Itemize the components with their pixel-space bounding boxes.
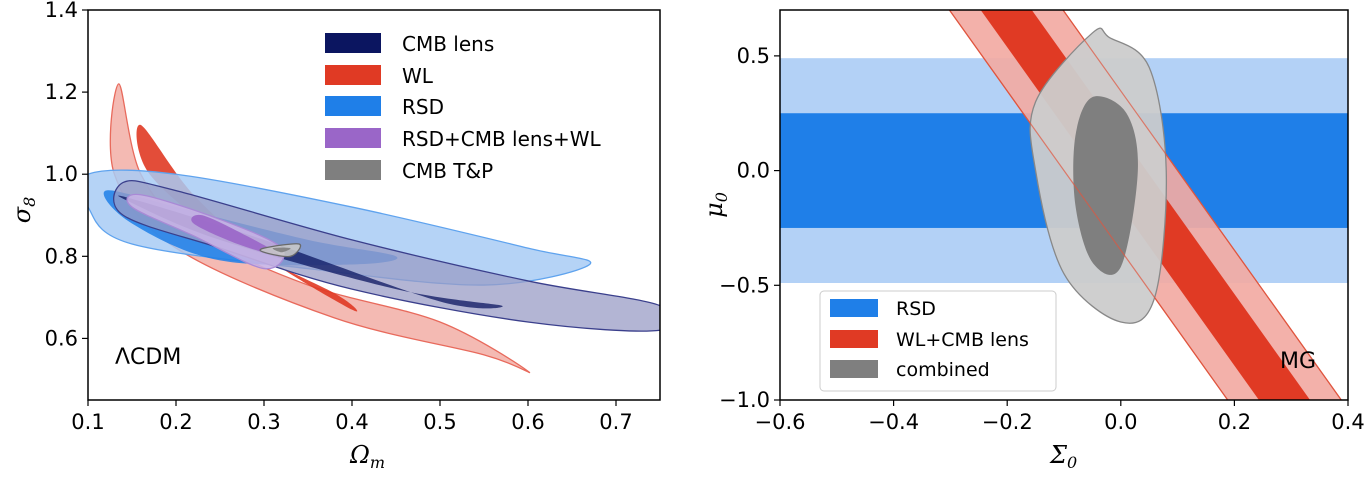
x-tick-label: −0.2 [982,410,1033,434]
right-axes-frame [779,9,1349,401]
legend-label-cmb-lens: CMB lens [402,32,494,56]
left-xlabel: Ωm [349,441,385,472]
x-tick-label: −0.6 [755,410,806,434]
left-plot-area [88,83,660,374]
right-xlabel: Σ0 [1049,441,1077,472]
legend-swatch-rsd-right [830,299,878,317]
legend-swatch-rsd [325,96,381,116]
x-tick-label: 0.5 [423,410,456,434]
left-ylabel: σ8 [8,197,39,224]
right-plot-area [780,10,1348,400]
x-tick-label: 0.0 [1104,410,1137,434]
legend-label-rsd: RSD [402,95,444,119]
contour-inner-rsd-cmb-lens-wl [191,214,282,257]
legend-swatch-combined-right [830,360,878,378]
y-tick-label: 0.8 [45,244,78,268]
right-legend-box [819,290,1057,392]
wl-cmb-edge-right [1062,10,1343,400]
x-tick-label: 0.6 [511,410,544,434]
y-tick-label: 0.5 [737,44,770,68]
legend-label-rsd-right: RSD [896,298,936,320]
x-tick-label: 0.2 [1218,410,1251,434]
left-axes-frame [87,9,661,401]
y-tick-label: 1.4 [45,0,78,22]
legend-label-combined-right: combined [896,359,990,381]
legend-swatch-wl-cmb [830,330,878,348]
legend-swatch-cmb-lens [325,33,381,53]
x-tick-label: 0.4 [335,410,368,434]
contour-inner-cmb-t-p [272,247,291,253]
y-tick-label: −1.0 [719,388,770,412]
y-tick-label: 1.2 [45,80,78,104]
wl-cmb-edge-left [948,10,1229,400]
left-ticks: 0.1 0.2 0.3 0.4 0.5 0.6 0.7 0.6 0.8 1.0 1.2 1.4 [45,0,633,434]
right-ticks: −0.6 −0.4 −0.2 0.0 0.2 0.4 −1.0 −0.5 0.0 0.5 [719,44,1365,434]
right-legend: RSD WL+CMB lens combined [819,290,1057,392]
x-tick-label: −0.4 [868,410,919,434]
y-tick-label: 0.0 [737,159,770,183]
legend-swatch-wl [325,65,381,85]
right-annotation: MG [1280,349,1316,374]
right-ylabel: μ0 [700,192,731,218]
legend-label-wl: WL [402,64,434,88]
x-tick-label: 0.7 [599,410,632,434]
x-tick-label: 0.2 [159,410,192,434]
left-legend: CMB lens WL RSD RSD+CMB lens+WL CMB T&P [325,32,602,183]
x-tick-label: 0.3 [247,410,280,434]
left-annotation: ΛCDM [115,345,181,370]
legend-swatch-cmb-tp [325,160,381,180]
legend-label-combined: RSD+CMB lens+WL [402,127,602,151]
contour-outer-rsd-cmb-lens-wl [126,193,285,270]
legend-label-wl-cmb: WL+CMB lens [896,329,1029,351]
x-tick-label: 0.1 [71,410,104,434]
y-tick-label: 0.6 [45,326,78,350]
y-tick-label: 1.0 [45,162,78,186]
legend-label-cmb-tp: CMB T&P [402,159,493,183]
x-tick-label: 0.4 [1331,410,1364,434]
y-tick-label: −0.5 [719,273,770,297]
legend-swatch-combined [325,128,381,148]
combined-inner [1073,96,1138,275]
